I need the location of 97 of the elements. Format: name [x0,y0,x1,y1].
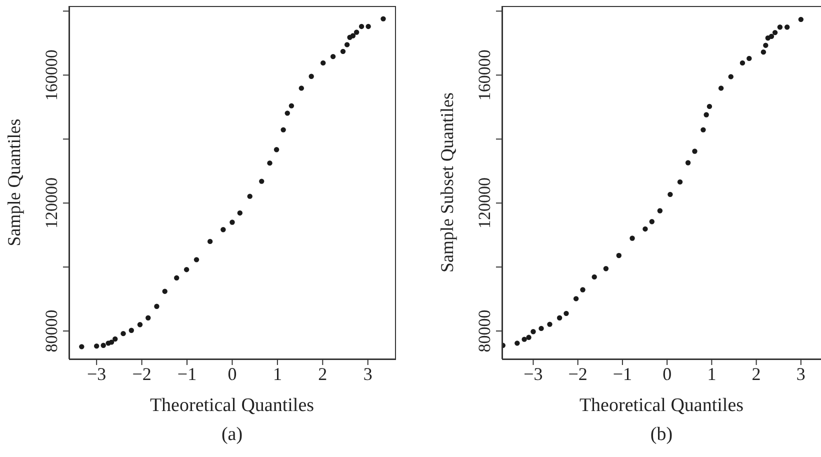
point [642,226,648,232]
point [340,48,346,54]
point [580,287,586,292]
point [354,30,360,35]
point [330,54,336,60]
x-tick-label: 0 [662,364,672,384]
point [380,16,386,22]
x-tick-label: −2 [132,364,152,384]
point [692,148,698,154]
point [237,210,243,216]
point [728,74,734,80]
x-tick-label: −2 [568,364,588,384]
x-tick-label: −1 [177,364,197,384]
point [274,147,280,152]
x-axis-title: Theoretical Quantiles [148,395,316,417]
y-tick-label: 160000 [42,50,61,101]
x-tick-label: 2 [752,364,761,384]
point [777,24,783,30]
point [259,178,264,184]
point [700,127,706,132]
point [530,329,536,334]
x-tick-label: 3 [796,364,806,384]
point [685,160,691,166]
point [267,160,272,166]
point [677,179,683,185]
point [718,86,724,91]
point [112,336,118,342]
point [526,334,532,340]
x-tick-label: 3 [363,364,372,384]
point [522,336,527,342]
point [298,86,304,91]
y-axis-title: Sample Quantiles [4,118,24,246]
point [207,238,213,244]
point [174,275,180,281]
point [514,340,520,346]
point [120,330,126,336]
x-tick-label: 1 [272,364,282,384]
point [320,60,326,66]
x-tick-label: −1 [612,364,632,384]
point [798,16,804,22]
text: (a) [220,424,244,446]
point [280,127,286,132]
point [768,34,774,39]
point [154,304,160,309]
point [194,257,200,262]
point [668,192,673,198]
point [350,33,356,38]
point [100,342,106,348]
point [108,340,114,345]
point [706,104,712,110]
point [746,56,752,62]
point [137,322,143,328]
point [564,310,569,316]
point [220,227,226,232]
point [657,208,663,214]
point [649,219,655,224]
point [128,328,134,333]
x-tick-label: −3 [524,364,543,384]
point [740,60,746,66]
y-tick-label: 120000 [475,178,494,229]
point [146,315,151,320]
y-tick-label: 160000 [475,50,494,101]
point [704,112,709,118]
x-tick-label: −3 [87,364,106,384]
point [556,315,562,320]
y-tick-label: 80000 [42,310,61,352]
point [366,24,371,30]
y-tick-label: 120000 [42,178,61,229]
point [79,344,84,350]
point [94,343,100,349]
point [308,74,314,79]
x-tick-label: 2 [318,364,328,384]
point [162,288,168,294]
x-tick-label: 0 [228,364,237,384]
point [358,24,364,30]
y-axis-title: Sample Subset Quantiles [437,92,457,272]
point [184,266,190,272]
x-tick-label: 1 [707,364,716,384]
point [784,24,790,30]
point [538,326,544,332]
point [344,42,350,48]
point [630,236,635,241]
point [247,194,252,199]
point [603,266,609,272]
point [592,274,597,280]
point [616,252,622,258]
y-tick-label: 80000 [475,310,494,352]
text: (b) [649,424,674,446]
point [284,110,290,116]
x-axis-title: Theoretical Quantiles [578,395,745,417]
point [760,49,766,55]
point [763,42,768,48]
point [288,103,294,108]
point [772,30,778,36]
point [547,322,552,327]
point [573,296,579,302]
point [230,220,235,225]
